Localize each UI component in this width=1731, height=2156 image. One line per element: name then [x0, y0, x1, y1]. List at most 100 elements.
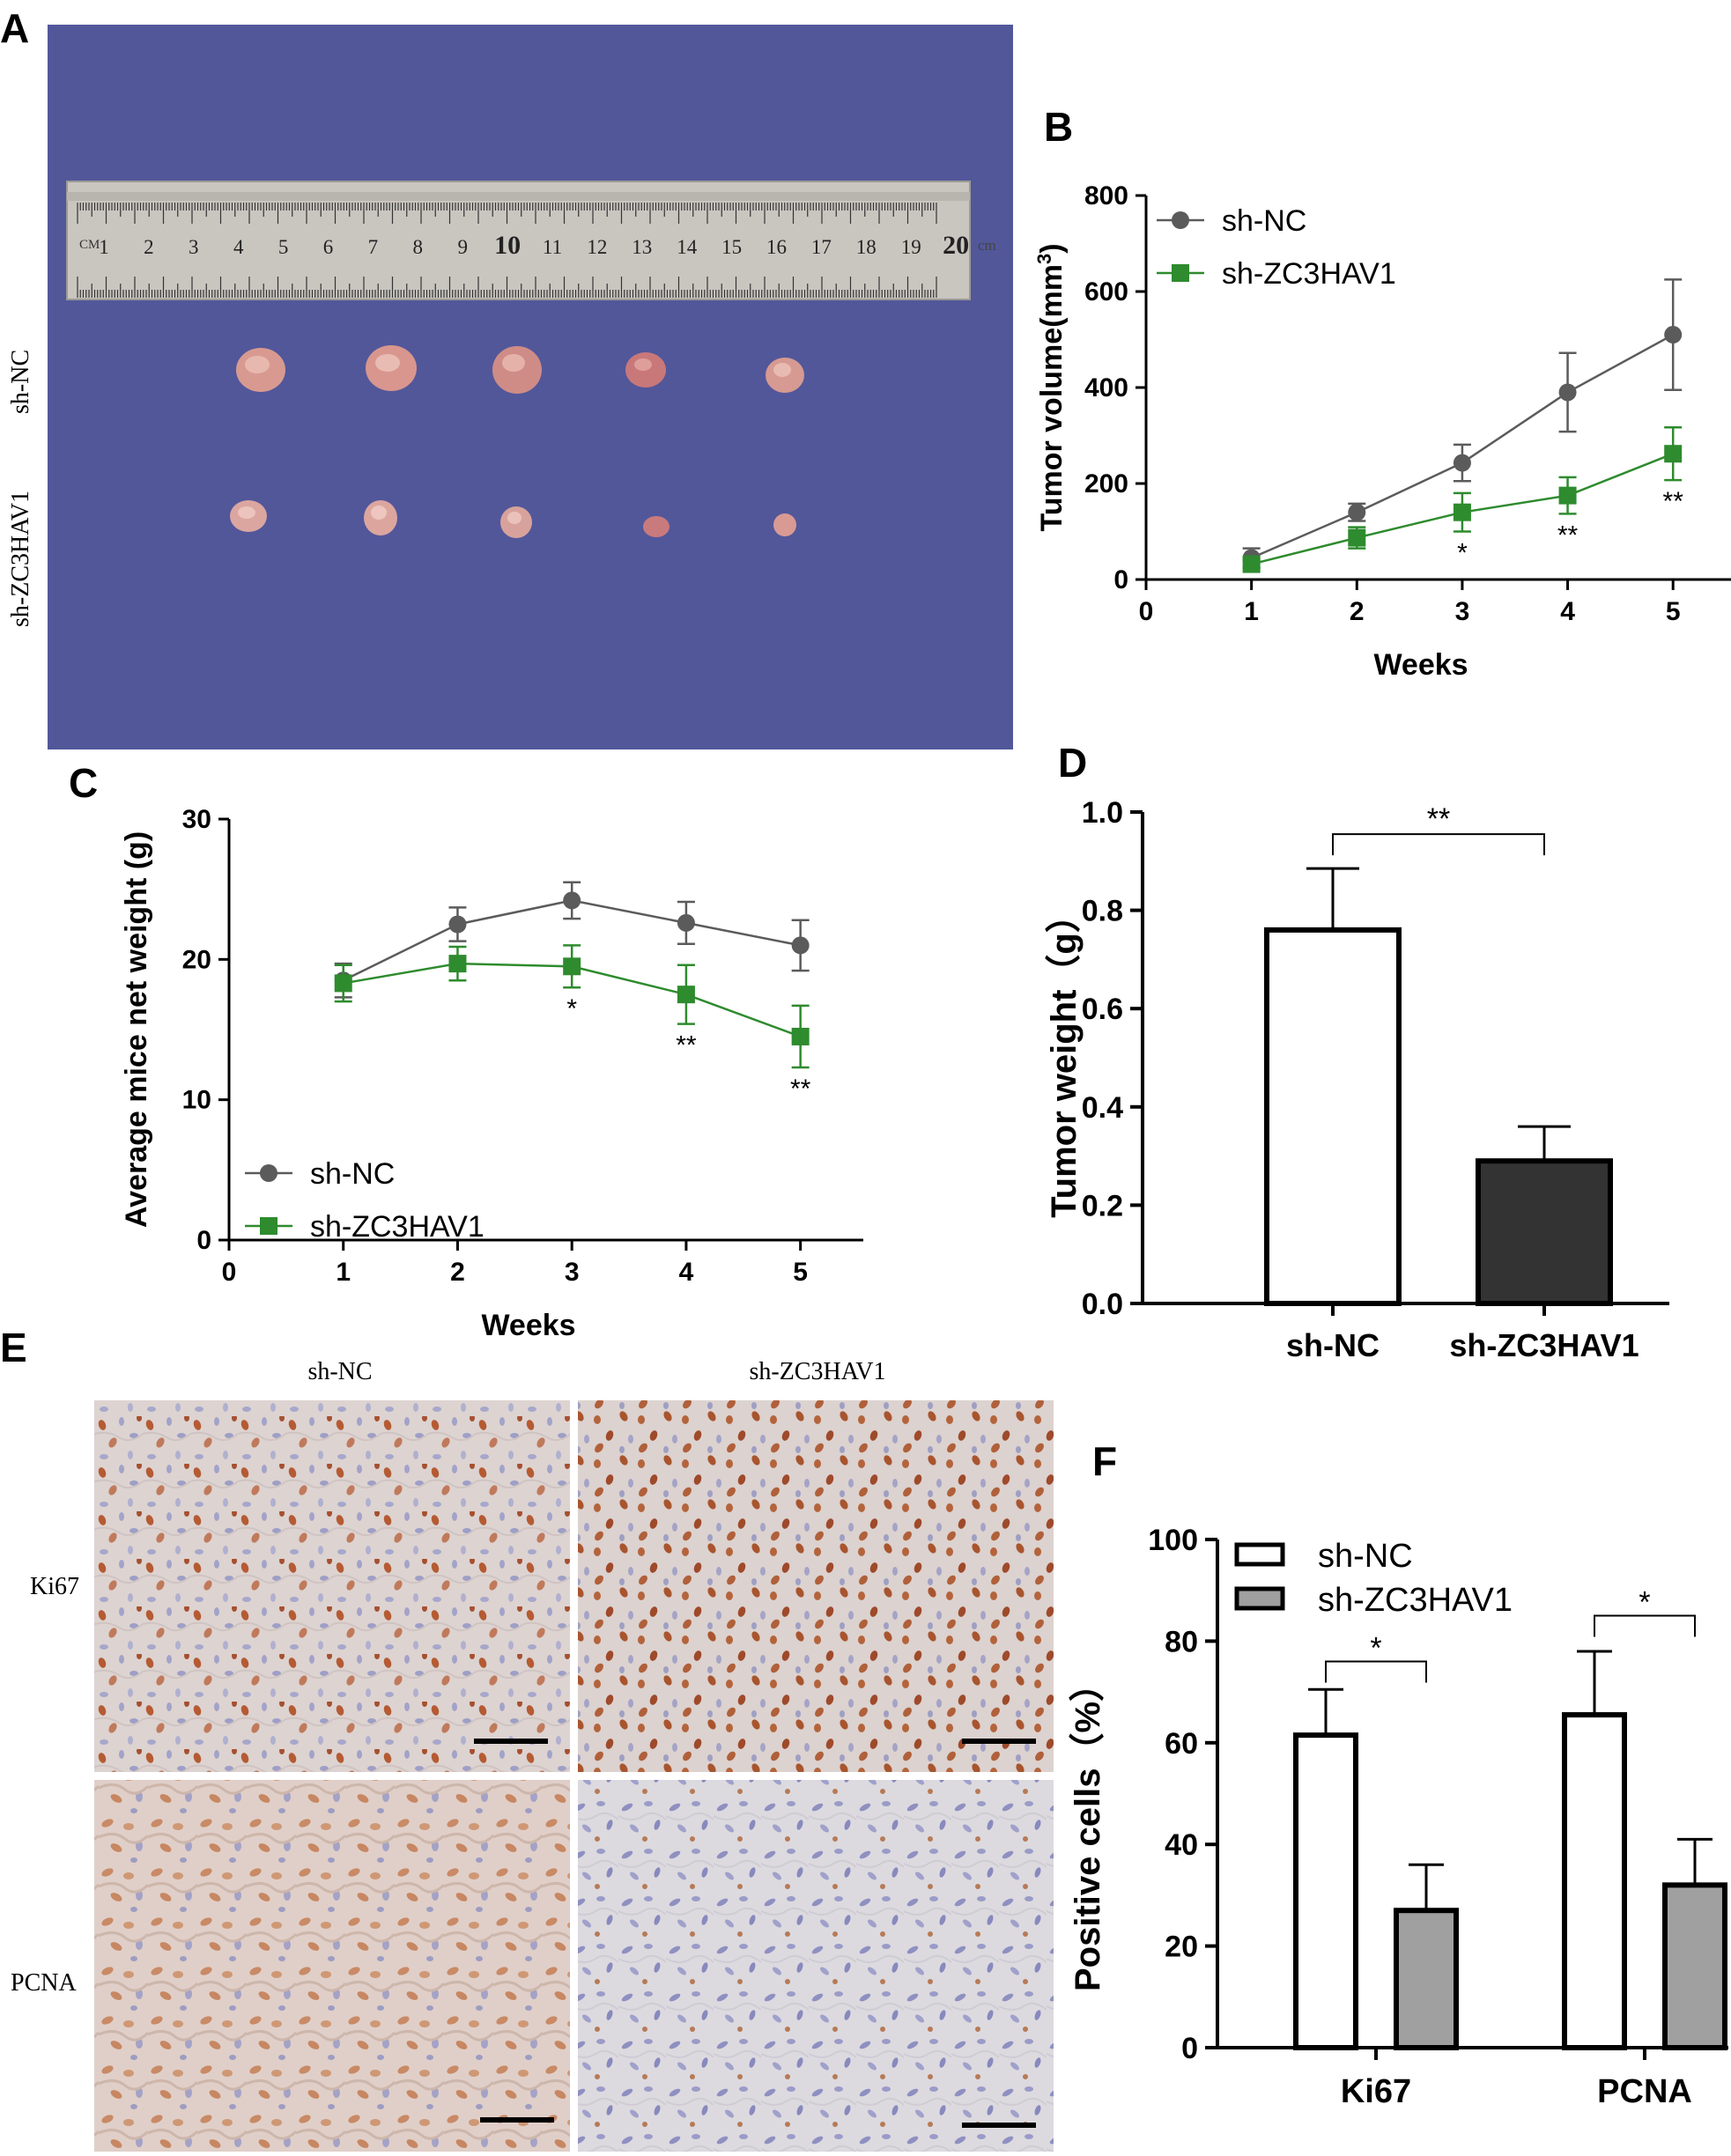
y-tick-label: 40	[1165, 1828, 1198, 1862]
data-point	[1453, 454, 1471, 472]
ruler-number: 16	[766, 236, 787, 258]
panel-e: E sh-NC sh-ZC3HAV1 Ki67 PCNA	[0, 1325, 1054, 2152]
y-tick-label: 0.0	[1082, 1288, 1123, 1321]
ruler-number: 18	[856, 236, 877, 258]
ruler-number: 13	[632, 236, 652, 258]
data-point	[1558, 486, 1577, 505]
ruler-unit-left: CM	[79, 238, 100, 252]
data-point	[1348, 528, 1366, 547]
x-tick-label: 4	[679, 1258, 694, 1287]
y-axis-label: Tumor volume(mm3)	[1033, 243, 1069, 531]
bar-sh-NC	[1264, 927, 1402, 1306]
legend-marker	[260, 1164, 277, 1182]
y-tick-label: 0	[196, 1226, 211, 1255]
panel-a-letter: A	[0, 5, 29, 51]
significance-marker: **	[1663, 487, 1684, 516]
panel-f-chart: F 0 20 40 60 80 100 Positive cells（%） Ki67 PCNA *…	[1069, 1438, 1728, 2110]
data-point	[1558, 383, 1577, 402]
ruler-number: 19	[901, 236, 921, 258]
ihc-ki67-sh-zc3hav1	[578, 1400, 1054, 1772]
data-point	[1453, 503, 1471, 521]
y-tick-label: 60	[1165, 1727, 1198, 1761]
col-label-sh-nc: sh-NC	[307, 1358, 372, 1385]
y-tick-label: 0	[1181, 2032, 1198, 2065]
bar-Ki67-sh-NC	[1293, 1732, 1358, 2050]
significance-marker: **	[1427, 802, 1450, 836]
ruler-number: 3	[189, 236, 199, 258]
ruler-number: 6	[323, 236, 334, 258]
tumors-sh-nc	[236, 345, 804, 394]
y-tick-label: 100	[1148, 1524, 1198, 1557]
scale-bar	[474, 1739, 548, 1744]
legend-label: sh-NC	[310, 1157, 395, 1191]
significance-marker: **	[676, 1031, 697, 1060]
ruler-number: 20	[943, 231, 969, 260]
data-point	[563, 891, 581, 910]
significance-marker: *	[1370, 1631, 1381, 1665]
x-tick-label: sh-NC	[1286, 1327, 1380, 1363]
ruler-number: 15	[721, 236, 742, 258]
data-point	[1242, 555, 1261, 573]
y-axis-label: Positive cells（%）	[1069, 1666, 1107, 1991]
ruler-number: 2	[144, 236, 154, 258]
data-point	[791, 1027, 810, 1045]
x-tick-label: Ki67	[1341, 2073, 1411, 2110]
x-tick-label: 0	[1139, 597, 1154, 626]
x-tick-label: 4	[1560, 597, 1575, 626]
x-tick-label: 2	[1350, 597, 1365, 626]
row-label-sh-nc: sh-NC	[7, 350, 34, 414]
panel-b-chart: B 0 200 400 600 800 0 1 2 3 4 5 Weeks Tumor volume(m…	[1033, 104, 1731, 682]
legend-label: sh-NC	[1222, 204, 1306, 238]
legend-marker	[1172, 211, 1189, 229]
legend-marker	[260, 1217, 277, 1235]
x-tick-label: PCNA	[1597, 2073, 1692, 2110]
legend-label: sh-ZC3HAV1	[310, 1210, 485, 1244]
col-label-sh-zc3hav1: sh-ZC3HAV1	[749, 1358, 885, 1385]
data-point	[677, 913, 695, 932]
x-tick-label: 5	[1666, 597, 1681, 626]
tumors-sh-zc3hav1	[230, 500, 796, 538]
panel-f-letter: F	[1092, 1438, 1117, 1484]
significance-bracket	[1325, 1660, 1427, 1683]
data-point	[563, 957, 581, 976]
significance-bracket	[1332, 833, 1545, 856]
bar-Ki67-sh-ZC3HAV1	[1394, 1908, 1459, 2051]
ihc-pcna-sh-nc	[94, 1780, 570, 2152]
ruler-number: 12	[587, 236, 607, 258]
significance-bracket	[1594, 1614, 1696, 1637]
data-point	[1348, 503, 1366, 521]
y-tick-label: 80	[1165, 1625, 1198, 1658]
panel-b-letter: B	[1044, 104, 1073, 150]
y-tick-label: 20	[182, 945, 211, 974]
significance-marker: *	[1639, 1586, 1650, 1620]
x-tick-label: 1	[1244, 597, 1259, 626]
y-tick-label: 200	[1084, 469, 1128, 498]
row-label-ki67: Ki67	[30, 1573, 79, 1600]
data-point	[1664, 326, 1683, 344]
x-tick-label: 5	[793, 1258, 808, 1287]
ruler-unit-right: cm	[978, 237, 996, 254]
scale-bar	[962, 2123, 1036, 2128]
y-tick-label: 800	[1084, 181, 1128, 210]
x-tick-label: 2	[450, 1258, 465, 1287]
significance-marker: *	[566, 994, 577, 1023]
ruler-number: 1	[99, 236, 109, 258]
x-axis-label: Weeks	[481, 1309, 575, 1342]
ruler: CM cm 1 2 3 4 5 6 7 8 9 10 11 12 13 14 15 16 17 18 19 20	[66, 181, 996, 300]
ruler-number: 4	[233, 236, 244, 258]
row-label-sh-zc3hav1: sh-ZC3HAV1	[7, 491, 34, 627]
data-point	[334, 974, 352, 993]
x-tick-label: 3	[1455, 597, 1470, 626]
y-tick-label: 0.2	[1082, 1189, 1123, 1222]
bar-sh-ZC3HAV1	[1476, 1158, 1613, 1306]
y-tick-label: 0.8	[1082, 895, 1123, 928]
data-point	[448, 955, 467, 973]
x-tick-label: sh-ZC3HAV1	[1449, 1327, 1639, 1363]
data-point	[677, 986, 695, 1004]
ruler-number: 10	[494, 231, 521, 260]
bar-PCNA-sh-NC	[1562, 1712, 1627, 2050]
ruler-number: 17	[811, 236, 832, 258]
ruler-number: 9	[457, 236, 468, 258]
ruler-number: 7	[368, 236, 379, 258]
scale-bar	[962, 1739, 1036, 1744]
